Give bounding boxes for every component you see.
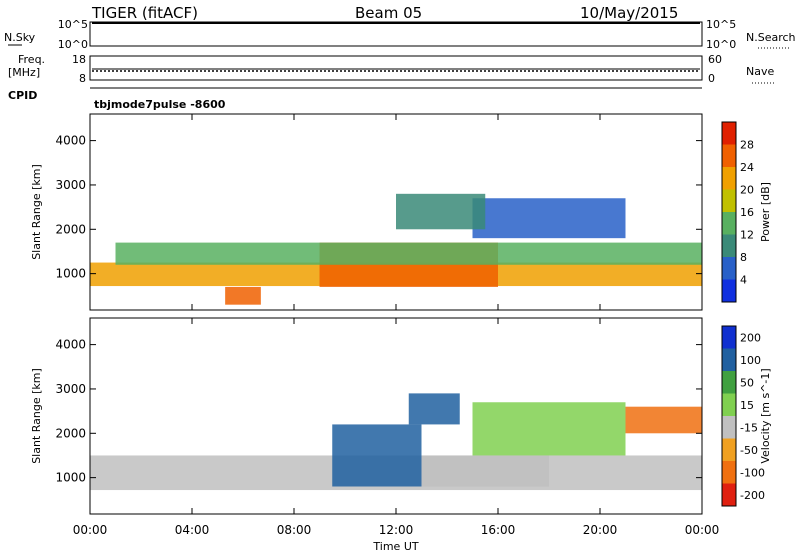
velocity-colorbar-tick-label: 50 bbox=[740, 376, 754, 389]
power-colorbar-segment bbox=[722, 189, 736, 212]
freq-unit: [MHz] bbox=[8, 66, 40, 79]
power-region-4 bbox=[396, 193, 486, 230]
velocity-region-3 bbox=[472, 402, 626, 456]
cpid-label: CPID bbox=[8, 89, 37, 102]
velocity-data bbox=[90, 393, 702, 491]
velocity-region-4 bbox=[408, 393, 460, 425]
velocity-y-tick-label: 3000 bbox=[55, 382, 86, 396]
power-colorbar-tick-label: 20 bbox=[740, 184, 754, 197]
beam-label: Beam 05 bbox=[355, 4, 422, 22]
time-tick-label: 20:00 bbox=[583, 523, 618, 537]
time-tick-label: 00:00 bbox=[685, 523, 720, 537]
nsky-panel: N.Sky 10^5 10^0 10^5 10^0 N.Search bbox=[4, 18, 796, 51]
power-region-5 bbox=[225, 286, 261, 305]
date-label: 10/May/2015 bbox=[580, 4, 678, 22]
power-colorbar-segment bbox=[722, 257, 736, 280]
velocity-y-tick-label: 2000 bbox=[55, 426, 86, 440]
velocity-y-tick-label: 4000 bbox=[55, 338, 86, 352]
freq-tick-top: 18 bbox=[72, 53, 86, 66]
velocity-panel: 1000 2000 3000 4000 Slant Range [km] 200 100… bbox=[30, 317, 772, 515]
power-colorbar-segment bbox=[722, 144, 736, 167]
velocity-colorbar-tick-label: -200 bbox=[740, 489, 765, 502]
velocity-region-2 bbox=[421, 455, 549, 487]
velocity-colorbar-tick-label: 200 bbox=[740, 331, 761, 344]
velocity-colorbar-segment bbox=[722, 348, 736, 371]
velocity-colorbar-segment bbox=[722, 326, 736, 349]
velocity-region-5 bbox=[625, 406, 702, 434]
velocity-y-label: Slant Range [km] bbox=[30, 368, 43, 464]
time-tick-label: 00:00 bbox=[73, 523, 108, 537]
velocity-y-tick-label: 1000 bbox=[55, 471, 86, 485]
power-colorbar-label: Power [dB] bbox=[759, 182, 772, 242]
velocity-colorbar-tick-label: -15 bbox=[740, 421, 758, 434]
power-panel: 1000 2000 3000 4000 Slant Range [km] 4 8 12 16… bbox=[30, 113, 772, 311]
nsky-trace bbox=[92, 22, 700, 24]
cpid-value: tbjmode7pulse -8600 bbox=[94, 98, 226, 111]
power-data bbox=[90, 193, 702, 305]
time-tick-label: 16:00 bbox=[481, 523, 516, 537]
power-colorbar-tick-label: 16 bbox=[740, 206, 754, 219]
nsky-label: N.Sky bbox=[4, 31, 36, 44]
velocity-colorbar: 200 100 50 15 -15 -50 -100 -200 bbox=[721, 325, 765, 507]
power-y-tick-label: 1000 bbox=[55, 267, 86, 281]
velocity-colorbar-segment bbox=[722, 371, 736, 394]
nave-tick-top: 60 bbox=[708, 53, 722, 66]
velocity-colorbar-tick-label: -100 bbox=[740, 466, 765, 479]
velocity-colorbar-segment bbox=[722, 461, 736, 484]
power-colorbar-segment bbox=[722, 234, 736, 257]
freq-tick-bottom: 8 bbox=[79, 72, 86, 85]
velocity-colorbar-segment bbox=[722, 416, 736, 439]
power-colorbar-segment bbox=[722, 212, 736, 235]
velocity-colorbar-segment bbox=[722, 483, 736, 506]
nsky-tick-bottom: 10^0 bbox=[58, 38, 88, 51]
velocity-y-axis: 1000 2000 3000 4000 bbox=[55, 318, 703, 514]
freq-panel: Freq. [MHz] 18 8 60 0 Nave bbox=[8, 53, 774, 85]
velocity-colorbar-tick-label: -50 bbox=[740, 444, 758, 457]
velocity-colorbar-segment bbox=[722, 393, 736, 416]
time-tick-label: 08:00 bbox=[277, 523, 312, 537]
power-y-tick-label: 2000 bbox=[55, 222, 86, 236]
power-colorbar-segment bbox=[722, 122, 736, 145]
power-colorbar-tick-label: 24 bbox=[740, 161, 754, 174]
power-colorbar-segment bbox=[722, 279, 736, 302]
nsky-tick-top: 10^5 bbox=[58, 18, 88, 31]
power-region-2 bbox=[115, 242, 702, 265]
power-colorbar-tick-label: 4 bbox=[740, 274, 747, 287]
nsearch-tick-top: 10^5 bbox=[706, 18, 736, 31]
velocity-colorbar-segment bbox=[722, 438, 736, 461]
velocity-colorbar-tick-label: 15 bbox=[740, 399, 754, 412]
velocity-colorbar-frame bbox=[721, 325, 737, 507]
power-colorbar-tick-label: 28 bbox=[740, 139, 754, 152]
velocity-colorbar-label: Velocity [m s^-1] bbox=[759, 368, 772, 463]
power-y-label: Slant Range [km] bbox=[30, 164, 43, 260]
time-tick-label: 04:00 bbox=[175, 523, 210, 537]
nsearch-tick-bottom: 10^0 bbox=[706, 38, 736, 51]
time-tick-label: 12:00 bbox=[379, 523, 414, 537]
radar-title: TIGER (fitACF) bbox=[91, 4, 198, 22]
power-colorbar-frame bbox=[721, 121, 737, 303]
power-y-axis: 1000 2000 3000 4000 bbox=[55, 114, 703, 310]
power-colorbar-tick-label: 8 bbox=[740, 251, 747, 264]
nsearch-label: N.Search bbox=[746, 31, 796, 44]
power-y-tick-label: 4000 bbox=[55, 134, 86, 148]
velocity-colorbar-tick-label: 100 bbox=[740, 354, 761, 367]
nave-label: Nave bbox=[746, 65, 774, 78]
power-region-3 bbox=[472, 198, 626, 239]
nave-tick-bottom: 0 bbox=[708, 72, 715, 85]
x-axis-label: Time UT bbox=[372, 540, 418, 553]
power-y-tick-label: 3000 bbox=[55, 178, 86, 192]
power-colorbar-tick-label: 12 bbox=[740, 229, 754, 242]
velocity-region-1 bbox=[332, 424, 422, 487]
freq-label: Freq. bbox=[18, 53, 45, 66]
power-colorbar-segment bbox=[722, 167, 736, 190]
power-colorbar: 4 8 12 16 20 24 28 bbox=[721, 121, 754, 303]
time-axis: 00:00 04:00 08:00 12:00 16:00 20:00 00:00 bbox=[73, 523, 720, 537]
